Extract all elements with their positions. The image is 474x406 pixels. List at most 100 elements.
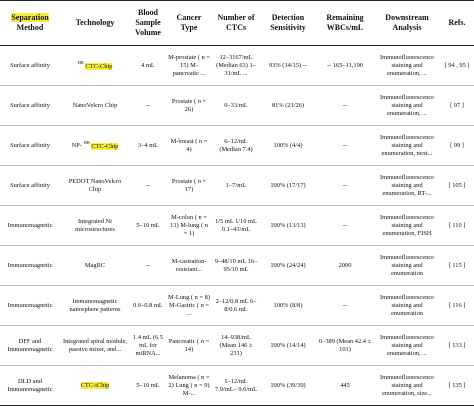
table-cell: -- [316,125,374,166]
table-cell: 100% (14/14) [260,325,316,366]
table-cell: -- [316,165,374,206]
table-cell: 2–12/0.8 mL 6–8/0.6 mL [212,285,260,326]
table-cell: PEDOT NanoVelcro Chip [60,165,130,206]
table-body: Surface affinity HB CTC-Chip 4 mL M-prostat… [0,45,474,406]
table-cell: 1/5 mL 1/10 mL 0.1–43/mL [212,205,260,246]
header-cell: Detection Sensitivity [260,0,316,46]
table-cell: [ 133 ] [440,325,474,366]
table-cell: 12–3167/mL (Median 63) 1–31/mL ... [212,45,260,86]
table-cell: Immunomagnetic [0,285,60,326]
table-cell: CTC-iChip [60,365,130,406]
table-cell: HB CTC-Chip [60,45,130,86]
table-cell: -- [316,205,374,246]
table-row: Surface affinity PEDOT NanoVelcro Chip -- P… [0,165,474,206]
table-cell: Immunomagnetic nanosphere patterns [60,285,130,326]
table-cell: 1–12/mL 7.9/mL– 9.6/mL [212,365,260,406]
highlighted-text: CTC-iChip [80,381,110,389]
table-cell: [ 135 ] [440,365,474,406]
table-cell: Surface affinity [0,165,60,206]
header-cell: Separation Method [0,0,60,46]
table-cell: M-prostate ( n = 15) M-pancreatic ... [166,45,212,86]
table-cell: Prostate ( n = 26) [166,85,212,126]
table-cell: 445 [316,365,374,406]
table-cell: Immunofluorescence staining and enumerat… [374,165,440,206]
table-cell: 9–48/10 mL 16–95/10 mL [212,245,260,286]
table-cell: M-breast ( n = 4) [166,125,212,166]
table-cell: Immunofluorescence staining and enumerat… [374,125,440,166]
table-cell: [ 97 ] [440,85,474,126]
table-cell: -- [130,165,166,206]
table-cell: 100% (8/8) [260,285,316,326]
cell-text: Method [16,23,44,32]
table-cell: 1.4 mL (6.5 mL for miRNA... [130,325,166,366]
table-cell: 81% (21/26) [260,85,316,126]
header-cell: Number of CTCs [212,0,260,46]
table-cell: DFF and Immunomagnetic [0,325,60,366]
table-cell: 93% (14/15) -- [260,45,316,86]
table-cell: 5–10 mL [130,365,166,406]
table-cell: 5–10 mL [130,205,166,246]
highlighted-text: CTC-Chip [91,142,119,150]
table-row: Surface affinity NP- HB CTC-Chip 3–4 mL M-b… [0,125,474,166]
table-cell: -- [316,85,374,126]
table-cell: Immunofluorescence staining and enumerat… [374,85,440,126]
table-cell: [ 115 ] [440,245,474,286]
table-cell: 100% (17/17) [260,165,316,206]
table-cell: 0.6–0.8 mL [130,285,166,326]
table-cell: 1–7/mL [212,165,260,206]
table-cell: 14–938/mL (Mean 146 ± 231) [212,325,260,366]
table-cell: M-castration-resistant... [166,245,212,286]
table-cell: [ 105 ] [440,165,474,206]
table-cell: -- [316,285,374,326]
header-cell: Cancer Type [166,0,212,46]
table-cell: 0–33/mL [212,85,260,126]
highlighted-text: Separation [11,13,49,22]
table-cell: M-Lung ( n = 8) M-Gastric ( n = ... [166,285,212,326]
table-cell: 100% (4/4) [260,125,316,166]
table-cell: 2000 [316,245,374,286]
table-cell: -- [130,245,166,286]
highlighted-text: CTC-Chip [85,62,113,70]
table-cell: Surface affinity [0,85,60,126]
table-row: Immunomagnetic Immunomagnetic nanosphere … [0,285,474,326]
header-cell: Downstream Analysis [374,0,440,46]
table-cell: Immunomagnetic [0,245,60,286]
cell-text: HB [77,60,84,66]
table-cell: 100% (24/24) [260,245,316,286]
cell-text: HB [83,140,90,146]
table-cell: Integrated spiral module, passive mixer,… [60,325,130,366]
header-row: Separation Method Technology Blood Sample V… [0,0,474,46]
table-cell: Immunofluorescence staining and enumerat… [374,45,440,86]
table-cell: -- [130,85,166,126]
table-cell: [ 99 ] [440,125,474,166]
table-cell: Surface affinity [0,45,60,86]
table-cell: Immunofluorescence staining and enumerat… [374,365,440,406]
table-cell: NanoVelcro Chip [60,85,130,126]
table-row: Surface affinity HB CTC-Chip 4 mL M-prostat… [0,45,474,86]
table-cell: MagRC [60,245,130,286]
table-row: Immunomagnetic Integrated Ni microstructu… [0,205,474,246]
header-cell: Refs. [440,0,474,46]
table-cell: 0–389 (Mean 42.4 ± 101) [316,325,374,366]
table-cell: Integrated Ni microstructures [60,205,130,246]
table-cell: Pancreatic ( n = 14) [166,325,212,366]
table-cell: 100% (13/13) [260,205,316,246]
table-cell: 100% (39/39) [260,365,316,406]
header-cell: Blood Sample Volume [130,0,166,46]
table-row: Immunomagnetic MagRC -- M-castration-resist… [0,245,474,286]
table-cell: Immunofluorescence staining and enumerat… [374,285,440,326]
table-cell: 3–4 mL [130,125,166,166]
header-cell: Remaining WBCs/mL [316,0,374,46]
table-cell: DLD and Immunomagnetic [0,365,60,406]
table-row: DFF and Immunomagnetic Integrated spiral … [0,325,474,366]
table-cell: Immunofluorescence staining and enumerat… [374,325,440,366]
table-cell: [ 116 ] [440,285,474,326]
table-cell: Prostate ( n = 17) [166,165,212,206]
table-cell: [ 110 ] [440,205,474,246]
table-row: DLD and Immunomagnetic CTC-iChip 5–10 mL Me… [0,365,474,406]
table-row: Surface affinity NanoVelcro Chip -- Prostat… [0,85,474,126]
table-cell: Immunofluorescence staining and enumerat… [374,245,440,286]
table-cell: Surface affinity [0,125,60,166]
table-cell: -- 165–11,190 [316,45,374,86]
